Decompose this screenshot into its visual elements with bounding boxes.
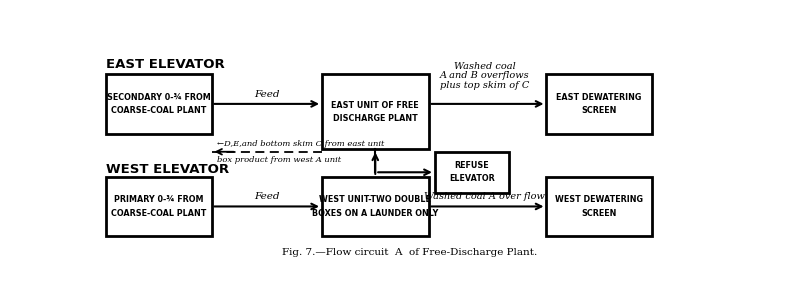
Text: EAST UNIT OF FREE
DISCHARGE PLANT: EAST UNIT OF FREE DISCHARGE PLANT [331,101,419,123]
Text: SECONDARY 0-¾ FROM
COARSE-COAL PLANT: SECONDARY 0-¾ FROM COARSE-COAL PLANT [107,93,210,115]
Bar [322,74,429,149]
Text: A and B overflows: A and B overflows [439,71,530,80]
Text: Feed: Feed [254,90,279,99]
Bar [435,152,509,193]
Text: ←D,E,and bottom skim C from east unit: ←D,E,and bottom skim C from east unit [217,140,384,148]
Text: EAST ELEVATOR: EAST ELEVATOR [106,57,225,70]
Text: PRIMARY 0-¾ FROM
COARSE-COAL PLANT: PRIMARY 0-¾ FROM COARSE-COAL PLANT [111,195,206,218]
Text: Fig. 7.—Flow circuit  A  of Free-Discharge Plant.: Fig. 7.—Flow circuit A of Free-Discharge… [282,247,538,257]
Bar [546,74,652,133]
Text: Feed: Feed [254,192,279,202]
Bar [106,177,211,236]
Bar [106,74,211,133]
Bar [322,177,429,236]
Text: plus top skim of C: plus top skim of C [440,81,529,90]
Text: WEST UNIT-TWO DOUBLE
BOXES ON A LAUNDER ONLY: WEST UNIT-TWO DOUBLE BOXES ON A LAUNDER … [312,195,438,218]
Text: Washed coal: Washed coal [454,62,515,71]
Text: EAST DEWATERING
SCREEN: EAST DEWATERING SCREEN [557,93,642,115]
Bar [546,177,652,236]
Text: Washed coal A over flow: Washed coal A over flow [424,192,545,202]
Text: WEST DEWATERING
SCREEN: WEST DEWATERING SCREEN [555,195,643,218]
Text: REFUSE
ELEVATOR: REFUSE ELEVATOR [449,161,495,183]
Text: box product from west A unit: box product from west A unit [217,156,341,164]
Text: WEST ELEVATOR: WEST ELEVATOR [106,163,230,176]
